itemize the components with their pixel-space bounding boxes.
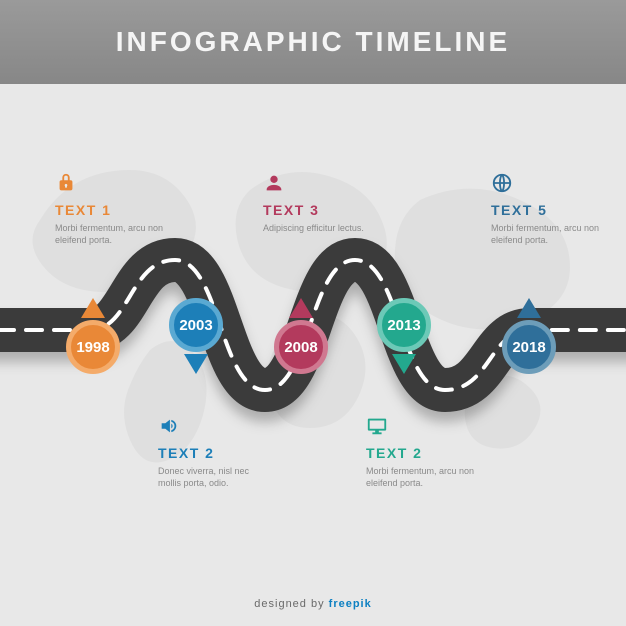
timeline-marker-2013: 2013 [368, 298, 440, 374]
year-circle: 2018 [502, 320, 556, 374]
step-4: TEXT 2 Morbi fermentum, arcu non eleifen… [366, 415, 476, 489]
year-circle: 2008 [274, 320, 328, 374]
timeline-marker-1998: 1998 [57, 298, 129, 374]
year-circle: 2013 [377, 298, 431, 352]
sound-icon [158, 415, 182, 439]
step-body: Morbi fermentum, arcu non eleifend porta… [55, 222, 165, 246]
globe-icon [491, 172, 515, 196]
step-title: TEXT 5 [491, 202, 601, 218]
step-title: TEXT 1 [55, 202, 165, 218]
year-label: 2018 [512, 339, 545, 356]
timeline-marker-2008: 2008 [265, 298, 337, 374]
step-2: TEXT 2 Donec viverra, nisl nec mollis po… [158, 415, 268, 489]
lock-icon [55, 172, 79, 196]
year-label: 1998 [76, 339, 109, 356]
step-body: Adipiscing efficitur lectus. [263, 222, 373, 234]
step-title: TEXT 2 [366, 445, 476, 461]
year-label: 2013 [387, 317, 420, 334]
pin-up-icon [81, 298, 105, 318]
pin-up-icon [517, 298, 541, 318]
step-title: TEXT 2 [158, 445, 268, 461]
step-body: Morbi fermentum, arcu non eleifend porta… [366, 465, 476, 489]
pin-down-icon [184, 354, 208, 374]
credit-brand: freepik [329, 598, 372, 610]
timeline-marker-2018: 2018 [493, 298, 565, 374]
year-circle: 1998 [66, 320, 120, 374]
year-label: 2003 [179, 317, 212, 334]
timeline-marker-2003: 2003 [160, 298, 232, 374]
credit-prefix: designed by [254, 598, 328, 610]
step-body: Donec viverra, nisl nec mollis porta, od… [158, 465, 268, 489]
year-label: 2008 [284, 339, 317, 356]
pin-up-icon [289, 298, 313, 318]
step-title: TEXT 3 [263, 202, 373, 218]
step-body: Morbi fermentum, arcu non eleifend porta… [491, 222, 601, 246]
monitor-icon [366, 415, 390, 439]
step-5: TEXT 5 Morbi fermentum, arcu non eleifen… [491, 172, 601, 246]
year-circle: 2003 [169, 298, 223, 352]
pin-down-icon [392, 354, 416, 374]
person-icon [263, 172, 287, 196]
step-3: TEXT 3 Adipiscing efficitur lectus. [263, 172, 373, 234]
credit-line: designed by freepik [0, 598, 626, 610]
step-1: TEXT 1 Morbi fermentum, arcu non eleifen… [55, 172, 165, 246]
